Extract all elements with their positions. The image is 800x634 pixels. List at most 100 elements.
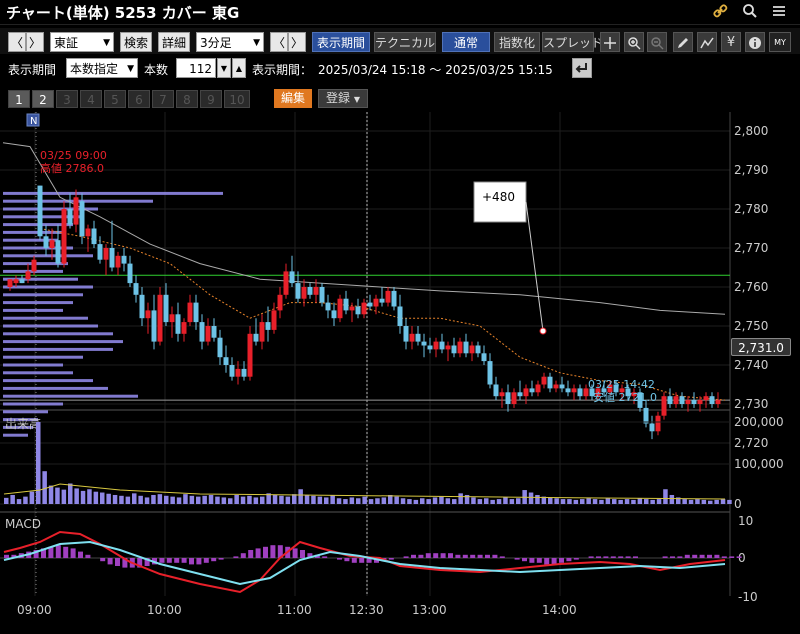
candle-body	[715, 400, 721, 404]
interval-select[interactable]: 3分足 ▼	[196, 32, 264, 52]
macd-histogram-bar	[677, 556, 683, 558]
candle-body	[31, 259, 37, 272]
pencil-icon[interactable]	[673, 32, 693, 52]
candle-body	[79, 201, 85, 237]
candle-body	[709, 396, 715, 404]
candle-body	[223, 357, 229, 365]
volume-bar	[567, 499, 572, 504]
search-button[interactable]: 検索	[120, 32, 152, 52]
spread-mode-button[interactable]: スプレッド	[542, 32, 603, 52]
preset-tab-4[interactable]: 4	[80, 90, 102, 108]
preset-tab-7[interactable]: 7	[152, 90, 174, 108]
interval-next-button[interactable]: 〉	[288, 32, 306, 52]
volume-bar	[599, 499, 604, 504]
macd-histogram-bar	[418, 554, 424, 558]
zoom-in-icon[interactable]	[624, 32, 644, 52]
macd-line	[3, 530, 726, 594]
yen-icon[interactable]: ¥	[721, 32, 741, 52]
display-period-button[interactable]: 表示期間	[312, 32, 370, 52]
preset-tab-10[interactable]: 10	[224, 90, 250, 108]
detail-button[interactable]: 詳細	[158, 32, 190, 52]
preset-tab-8[interactable]: 8	[176, 90, 198, 108]
price-tick-label: 2,760	[734, 280, 768, 294]
candle-body	[217, 337, 223, 358]
register-button[interactable]: 登録 ▼	[318, 89, 368, 108]
normal-mode-button[interactable]: 通常	[442, 32, 490, 52]
volume-tick-label: 0	[734, 497, 742, 511]
period-mode-select[interactable]: 本数指定 ▼	[66, 58, 138, 78]
macd-histogram-bar	[374, 558, 379, 563]
candle-body	[145, 310, 151, 319]
chart-area[interactable]: 2,800 2,790 2,780 2,770 2,760 2,750 2,740 2,730…	[0, 112, 800, 634]
volume-bar	[548, 497, 553, 504]
volume-bar	[535, 494, 540, 504]
link-icon[interactable]	[711, 3, 729, 21]
volume-bar	[196, 496, 201, 504]
price-tick-label: 2,750	[734, 319, 768, 333]
candle-body	[667, 396, 673, 404]
macd-histogram-bar	[625, 556, 631, 558]
candle-body	[307, 287, 313, 295]
volume-bar	[644, 499, 649, 504]
count-up-icon[interactable]: ▲	[232, 58, 246, 78]
macd-histogram-bar	[403, 556, 409, 558]
count-input[interactable]: 112	[176, 58, 216, 78]
macd-histogram-bar	[544, 558, 550, 565]
volume-bar	[304, 494, 310, 504]
search-icon[interactable]	[741, 3, 759, 21]
candle-body	[631, 392, 637, 397]
candle-body	[109, 248, 115, 268]
technical-button[interactable]: テクニカル	[374, 32, 436, 52]
prev-stock-button[interactable]: 〈	[8, 32, 26, 52]
menu-icon[interactable]	[770, 3, 788, 21]
volume-bar	[554, 498, 559, 504]
zoom-out-icon[interactable]	[647, 32, 667, 52]
time-tick-label: 13:00	[412, 603, 447, 617]
volume-profile-bar	[3, 191, 223, 195]
interval-prev-button[interactable]: 〈	[270, 32, 288, 52]
volume-profile-bar	[3, 371, 73, 375]
volume-profile-bar	[3, 355, 83, 359]
candle-body	[175, 314, 181, 334]
macd-panel-label: MACD	[5, 517, 41, 531]
volume-profile-bar	[3, 410, 48, 414]
volume-bar	[701, 499, 707, 504]
preset-tab-5[interactable]: 5	[104, 90, 126, 108]
volume-profile-bar	[3, 230, 63, 234]
preset-tab-9[interactable]: 9	[200, 90, 222, 108]
low-price-label: 安値 2721.0	[593, 390, 657, 404]
index-mode-button[interactable]: 指数化	[494, 32, 540, 52]
next-stock-button[interactable]: 〉	[26, 32, 44, 52]
volume-profile-bar	[3, 215, 83, 219]
candle-body	[433, 341, 439, 350]
candle-body	[73, 197, 79, 225]
volume-profile-bar	[3, 425, 33, 429]
macd-histogram-bar	[670, 556, 675, 558]
macd-histogram-bar	[425, 553, 431, 558]
my-icon[interactable]: MY	[769, 32, 791, 52]
preset-tab-6[interactable]: 6	[128, 90, 150, 108]
time-tick-label: 14:00	[542, 603, 577, 617]
volume-bar	[132, 493, 137, 504]
candle-body	[187, 302, 193, 323]
info-icon[interactable]	[745, 32, 765, 52]
time-tick-label: 10:00	[147, 603, 182, 617]
macd-histogram-bar	[137, 558, 143, 568]
preset-tab-2[interactable]: 2	[32, 90, 54, 108]
volume-bar	[586, 498, 591, 504]
market-select[interactable]: 東証 ▼	[50, 32, 114, 52]
volume-bar	[368, 499, 374, 504]
preset-tab-3[interactable]: 3	[56, 90, 78, 108]
macd-histogram-bar	[122, 558, 128, 568]
macd-histogram-bar	[388, 558, 394, 560]
count-down-icon[interactable]: ▼	[217, 58, 231, 78]
candle-body	[319, 287, 325, 303]
return-icon[interactable]	[572, 58, 592, 78]
edit-button[interactable]: 編集	[274, 89, 312, 108]
crosshair-icon[interactable]	[600, 32, 620, 52]
macd-histogram-bar	[211, 558, 217, 562]
preset-tab-1[interactable]: 1	[8, 90, 30, 108]
candle-body	[463, 341, 469, 354]
macd-histogram-bar	[203, 558, 209, 563]
trendline-icon[interactable]	[697, 32, 717, 52]
